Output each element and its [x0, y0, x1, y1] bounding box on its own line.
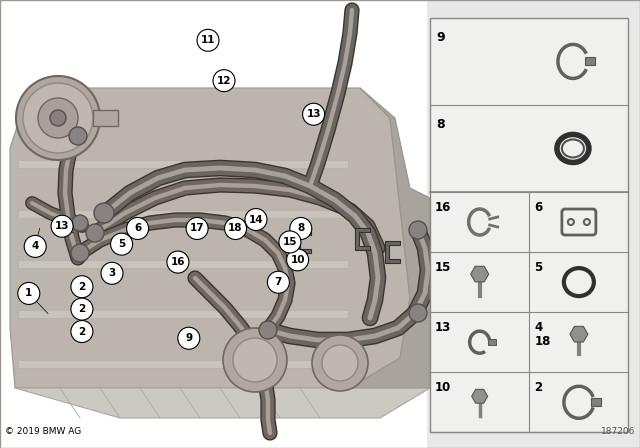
Polygon shape [296, 231, 311, 253]
Text: 6: 6 [134, 224, 141, 233]
Polygon shape [385, 241, 400, 263]
Circle shape [71, 320, 93, 343]
Text: 9: 9 [185, 333, 193, 343]
Circle shape [197, 29, 219, 52]
Text: 17: 17 [190, 224, 204, 233]
Circle shape [233, 338, 277, 382]
Bar [18, 210, 348, 218]
Circle shape [86, 224, 104, 242]
Text: 5: 5 [534, 261, 543, 274]
Circle shape [186, 217, 208, 240]
Circle shape [71, 244, 89, 262]
Text: 4: 4 [31, 241, 39, 251]
Text: 1: 1 [25, 289, 33, 298]
Circle shape [287, 249, 308, 271]
Text: 8: 8 [297, 224, 305, 233]
Circle shape [16, 76, 100, 160]
Text: 2: 2 [534, 381, 543, 394]
Bar [18, 260, 348, 268]
Circle shape [69, 127, 87, 145]
Circle shape [303, 103, 324, 125]
Text: 15: 15 [435, 261, 451, 274]
Circle shape [409, 304, 427, 322]
Bar [430, 18, 628, 432]
Text: 10: 10 [435, 381, 451, 394]
Circle shape [127, 217, 148, 240]
Circle shape [223, 328, 287, 392]
Circle shape [225, 217, 246, 240]
Circle shape [178, 327, 200, 349]
Polygon shape [350, 88, 430, 388]
Bar [488, 339, 496, 345]
Text: 7: 7 [275, 277, 282, 287]
Text: 9: 9 [436, 31, 445, 44]
Text: 10: 10 [291, 255, 305, 265]
Text: 12: 12 [217, 76, 231, 86]
Bar [591, 398, 601, 406]
Text: 2: 2 [78, 327, 86, 336]
Circle shape [50, 110, 66, 126]
Circle shape [71, 298, 93, 320]
Circle shape [24, 235, 46, 258]
Circle shape [268, 271, 289, 293]
Polygon shape [10, 88, 410, 388]
Bar [18, 360, 348, 368]
Bar [445, 411, 620, 423]
Bar [18, 310, 348, 318]
Bar [445, 33, 457, 423]
Bar [445, 33, 620, 423]
Circle shape [409, 221, 427, 239]
Polygon shape [355, 228, 370, 250]
Circle shape [279, 231, 301, 253]
Circle shape [71, 276, 93, 298]
Text: 8: 8 [436, 118, 445, 131]
Circle shape [38, 98, 78, 138]
Circle shape [94, 203, 114, 223]
Circle shape [111, 233, 132, 255]
Text: 11: 11 [201, 35, 215, 45]
Polygon shape [470, 266, 489, 282]
Circle shape [245, 208, 267, 231]
Text: 16: 16 [171, 257, 185, 267]
Bar [93, 110, 118, 126]
Circle shape [72, 215, 88, 231]
Text: 16: 16 [435, 201, 451, 214]
Circle shape [23, 83, 93, 153]
Text: 13: 13 [435, 321, 451, 334]
Circle shape [213, 69, 235, 92]
Circle shape [101, 262, 123, 284]
Text: 2: 2 [78, 282, 86, 292]
Circle shape [18, 282, 40, 305]
Circle shape [167, 251, 189, 273]
Text: © 2019 BMW AG: © 2019 BMW AG [5, 427, 81, 436]
Text: 13: 13 [55, 221, 69, 231]
Bar [445, 33, 620, 45]
Text: 187206: 187206 [600, 427, 635, 436]
Bar [608, 33, 620, 423]
Text: 13: 13 [307, 109, 321, 119]
Polygon shape [570, 327, 588, 342]
Text: 3: 3 [108, 268, 116, 278]
Bar [0, 0, 427, 448]
Circle shape [259, 321, 277, 339]
Bar [585, 57, 595, 65]
Text: 18: 18 [228, 224, 243, 233]
Circle shape [51, 215, 73, 237]
Text: 14: 14 [249, 215, 263, 224]
Circle shape [312, 335, 368, 391]
Text: 15: 15 [283, 237, 297, 247]
Text: 5: 5 [118, 239, 125, 249]
Circle shape [290, 217, 312, 240]
Bar [18, 160, 348, 168]
Polygon shape [472, 389, 488, 403]
Text: 4
18: 4 18 [534, 321, 550, 348]
Polygon shape [15, 348, 430, 418]
Text: 2: 2 [78, 304, 86, 314]
Text: 6: 6 [534, 201, 543, 214]
Circle shape [322, 345, 358, 381]
